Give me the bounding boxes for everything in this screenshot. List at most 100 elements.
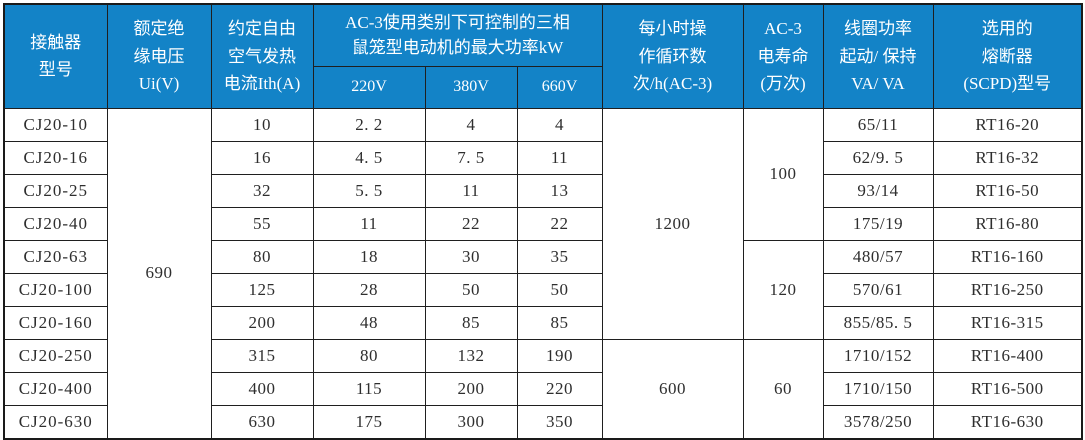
cell-kw380: 132 (424, 338, 518, 373)
cell-model: CJ20-400 (3, 371, 108, 406)
cell-kw660: 50 (516, 272, 603, 307)
cell-kw220: 4. 5 (312, 140, 426, 175)
table-row: CJ20-630 630 175 300 350 3578/250 RT16-630 (3, 404, 1083, 439)
cell-ith: 400 (210, 371, 314, 406)
cell-ith: 32 (210, 173, 314, 208)
cell-kw660: 4 (516, 107, 603, 142)
cell-coil: 65/11 (822, 107, 934, 142)
table-row: CJ20-63 80 18 30 35 120 480/57 RT16-160 (3, 239, 1083, 340)
cell-kw220: 48 (312, 305, 426, 340)
col-header-life: AC-3 电寿命 (万次) (742, 3, 824, 109)
cell-kw220: 175 (312, 404, 426, 439)
cell-kw220: 28 (312, 272, 426, 307)
cell-ith: 10 (210, 107, 314, 142)
table-row: CJ20-25 32 5. 5 11 13 93/14 RT16-50 (3, 173, 1083, 208)
cell-coil: 480/57 (822, 239, 934, 274)
cell-kw660: 85 (516, 305, 603, 340)
table-row: CJ20-16 16 4. 5 7. 5 11 62/9. 5 RT16-32 (3, 140, 1083, 175)
col-header-fuse: 选用的 熔断器 (SCPD)型号 (932, 3, 1083, 109)
cell-kw220: 5. 5 (312, 173, 426, 208)
cell-coil: 62/9. 5 (822, 140, 934, 175)
cell-coil: 3578/250 (822, 404, 934, 439)
cell-cycles: 600 (601, 338, 744, 439)
cell-model: CJ20-630 (3, 404, 108, 439)
col-header-kw-660v: 660V (516, 65, 603, 109)
cell-ith: 55 (210, 206, 314, 241)
cell-ui: 690 (106, 107, 212, 439)
cell-fuse: RT16-315 (932, 305, 1083, 340)
cell-ith: 16 (210, 140, 314, 175)
cell-model: CJ20-63 (3, 239, 108, 274)
cell-coil: 93/14 (822, 173, 934, 208)
cell-fuse: RT16-160 (932, 239, 1083, 274)
cell-ith: 125 (210, 272, 314, 307)
table-row: CJ20-100 125 28 50 50 570/61 RT16-250 (3, 272, 1083, 307)
cell-kw220: 2. 2 (312, 107, 426, 142)
cell-kw660: 220 (516, 371, 603, 406)
cell-fuse: RT16-630 (932, 404, 1083, 439)
cell-model: CJ20-16 (3, 140, 108, 175)
cell-fuse: RT16-400 (932, 338, 1083, 373)
cell-life: 100 (742, 107, 824, 241)
cell-kw380: 4 (424, 107, 518, 142)
table-body: CJ20-10 690 10 2. 2 4 4 1200 100 65/11 RT16-20 CJ2… (3, 107, 1083, 439)
table-row: CJ20-10 690 10 2. 2 4 4 1200 100 65/11 RT16-20 (3, 107, 1083, 439)
cell-ith: 315 (210, 338, 314, 373)
col-header-model: 接触器 型号 (3, 3, 108, 109)
cell-kw660: 350 (516, 404, 603, 439)
cell-model: CJ20-25 (3, 173, 108, 208)
cell-fuse: RT16-50 (932, 173, 1083, 208)
col-header-ui: 额定绝 缘电压 Ui(V) (106, 3, 212, 109)
cell-kw380: 50 (424, 272, 518, 307)
cell-coil: 570/61 (822, 272, 934, 307)
col-header-kw-220v: 220V (312, 65, 426, 109)
table-row: CJ20-40 55 11 22 22 175/19 RT16-80 (3, 206, 1083, 241)
cell-kw380: 30 (424, 239, 518, 274)
table-row: CJ20-400 400 115 200 220 1710/150 RT16-500 (3, 371, 1083, 406)
table-row: CJ20-250 315 80 132 190 600 60 1710/152 RT16-400 (3, 338, 1083, 439)
cell-kw660: 22 (516, 206, 603, 241)
cell-model: CJ20-250 (3, 338, 108, 373)
cell-model: CJ20-40 (3, 206, 108, 241)
cell-kw660: 11 (516, 140, 603, 175)
cell-model: CJ20-160 (3, 305, 108, 340)
cell-life: 60 (742, 338, 824, 439)
cell-kw220: 115 (312, 371, 426, 406)
cell-kw220: 18 (312, 239, 426, 274)
col-header-cycles: 每小时操 作循环数 次/h(AC-3) (601, 3, 744, 109)
cell-ith: 630 (210, 404, 314, 439)
cell-coil: 1710/150 (822, 371, 934, 406)
cell-ith: 200 (210, 305, 314, 340)
cell-fuse: RT16-32 (932, 140, 1083, 175)
cell-life: 120 (742, 239, 824, 340)
cell-coil: 1710/152 (822, 338, 934, 373)
cell-kw380: 300 (424, 404, 518, 439)
cell-kw660: 190 (516, 338, 603, 373)
table-header: 接触器 型号 额定绝 缘电压 Ui(V) 约定自由 空气发热 电流Ith(A) … (3, 3, 1083, 109)
contactor-spec-table: 接触器 型号 额定绝 缘电压 Ui(V) 约定自由 空气发热 电流Ith(A) … (3, 3, 1083, 440)
col-header-kw-380v: 380V (424, 65, 518, 109)
cell-kw380: 11 (424, 173, 518, 208)
cell-coil: 175/19 (822, 206, 934, 241)
cell-kw380: 7. 5 (424, 140, 518, 175)
col-header-ith: 约定自由 空气发热 电流Ith(A) (210, 3, 314, 109)
cell-kw660: 35 (516, 239, 603, 274)
cell-coil: 855/85. 5 (822, 305, 934, 340)
cell-fuse: RT16-20 (932, 107, 1083, 142)
cell-cycles: 1200 (601, 107, 744, 340)
cell-kw380: 22 (424, 206, 518, 241)
cell-kw220: 80 (312, 338, 426, 373)
cell-kw380: 85 (424, 305, 518, 340)
col-header-coil: 线圈功率 起动/ 保持 VA/ VA (822, 3, 934, 109)
cell-fuse: RT16-500 (932, 371, 1083, 406)
cell-model: CJ20-100 (3, 272, 108, 307)
cell-model: CJ20-10 (3, 107, 108, 142)
cell-fuse: RT16-80 (932, 206, 1083, 241)
cell-ith: 80 (210, 239, 314, 274)
cell-kw220: 11 (312, 206, 426, 241)
cell-kw380: 200 (424, 371, 518, 406)
cell-fuse: RT16-250 (932, 272, 1083, 307)
cell-kw660: 13 (516, 173, 603, 208)
col-header-kw-group: AC-3使用类别下可控制的三相 鼠笼型电动机的最大功率kW (312, 3, 603, 67)
